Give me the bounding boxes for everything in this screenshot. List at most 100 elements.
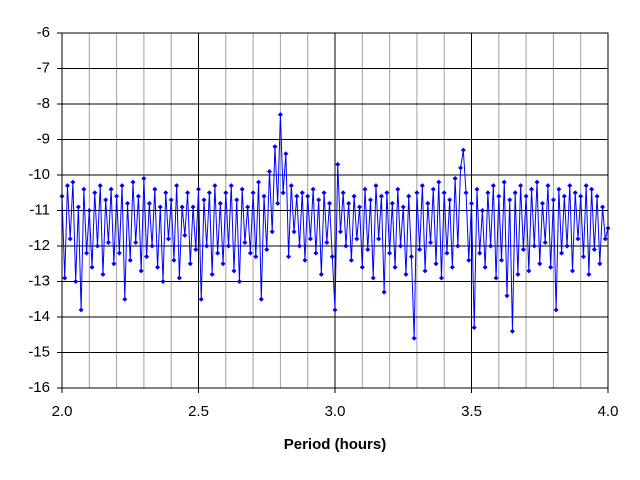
point-marker [247, 250, 253, 256]
point-marker [583, 183, 589, 189]
point-marker [253, 254, 259, 260]
point-marker [275, 200, 281, 206]
point-marker [545, 183, 551, 189]
point-marker [277, 112, 283, 118]
point-marker [138, 268, 144, 274]
point-marker [212, 183, 218, 189]
point-marker [70, 179, 76, 185]
point-marker [542, 239, 548, 245]
x-tick-label: 2.5 [188, 403, 209, 420]
point-marker [493, 275, 499, 281]
point-marker [146, 200, 152, 206]
point-marker [78, 307, 84, 313]
point-marker [329, 254, 335, 260]
point-marker [357, 204, 363, 210]
point-marker [327, 200, 333, 206]
point-marker [226, 243, 232, 249]
point-marker [264, 247, 270, 253]
point-marker [291, 229, 297, 235]
point-marker [463, 190, 469, 196]
point-marker [539, 200, 545, 206]
point-marker [228, 183, 234, 189]
y-tick-label: -9 [37, 130, 50, 147]
point-marker [479, 208, 485, 213]
point-marker [190, 204, 196, 210]
point-marker [529, 186, 535, 192]
point-marker [575, 236, 581, 242]
point-marker [133, 239, 139, 245]
point-marker [157, 204, 163, 210]
point-marker [499, 257, 505, 263]
point-marker [567, 183, 573, 189]
point-marker [280, 190, 286, 196]
point-marker [250, 190, 256, 196]
point-marker [553, 307, 559, 313]
point-marker [501, 179, 507, 185]
point-marker [321, 190, 327, 196]
point-marker [299, 190, 305, 196]
point-marker [589, 186, 595, 192]
point-marker [482, 264, 488, 270]
point-marker [515, 271, 521, 277]
grid [61, 32, 609, 389]
point-marker [414, 190, 420, 196]
point-marker [116, 250, 122, 256]
point-marker [217, 200, 223, 206]
point-marker [417, 247, 423, 253]
point-marker [171, 257, 177, 263]
point-marker [127, 257, 133, 263]
point-marker [193, 247, 199, 253]
point-marker [204, 243, 210, 249]
point-marker [340, 190, 346, 196]
point-marker [297, 243, 303, 249]
point-marker [179, 204, 185, 210]
point-marker [310, 186, 316, 192]
x-axis-label: Period (hours) [284, 436, 387, 453]
point-marker [130, 179, 136, 185]
point-marker [239, 186, 245, 192]
point-marker [548, 264, 554, 270]
point-marker [455, 243, 461, 249]
point-marker [425, 200, 431, 206]
point-marker [215, 250, 221, 256]
point-marker [114, 193, 120, 199]
point-marker [108, 186, 114, 192]
point-marker [469, 200, 474, 206]
point-marker [64, 183, 70, 189]
point-marker [398, 243, 404, 249]
point-marker [403, 271, 409, 277]
point-marker [92, 190, 98, 196]
point-marker [597, 261, 603, 267]
point-marker [119, 183, 125, 189]
point-marker [362, 186, 368, 192]
point-marker [367, 197, 373, 203]
point-marker [436, 179, 442, 185]
point-marker [430, 186, 436, 192]
point-marker [531, 243, 537, 249]
point-marker [62, 275, 68, 281]
x-tick-label: 2.0 [52, 403, 73, 420]
point-marker [591, 247, 597, 253]
point-marker [316, 197, 322, 203]
point-marker [411, 335, 417, 341]
point-marker [343, 243, 349, 249]
point-marker [509, 328, 515, 334]
y-tick-label: -12 [28, 237, 50, 254]
point-marker [556, 186, 562, 192]
point-marker [474, 186, 480, 192]
point-marker [313, 250, 319, 256]
point-marker [550, 197, 556, 203]
point-marker [537, 261, 543, 267]
point-marker [209, 271, 215, 277]
point-marker [378, 193, 384, 199]
point-marker [294, 193, 300, 199]
point-marker [408, 254, 414, 260]
x-tick-label: 3.0 [325, 403, 346, 420]
point-marker [196, 186, 201, 192]
point-marker [449, 264, 455, 270]
point-marker [559, 250, 565, 256]
point-marker [160, 279, 166, 284]
point-marker [354, 236, 360, 242]
point-marker [460, 147, 466, 153]
point-marker [452, 176, 458, 182]
